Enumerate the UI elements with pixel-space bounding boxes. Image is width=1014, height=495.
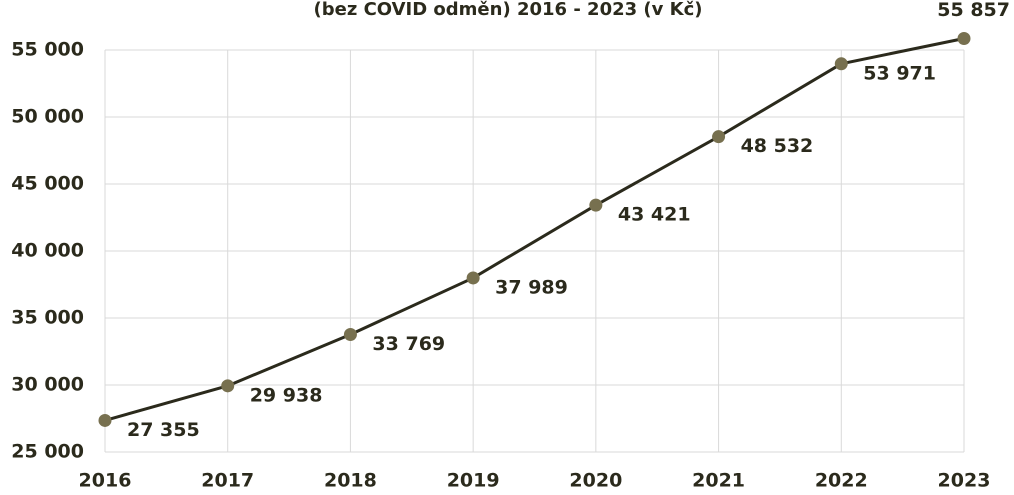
marker	[589, 198, 603, 212]
data-label: 37 989	[495, 276, 568, 298]
x-tick-label: 2022	[815, 470, 868, 492]
data-label: 29 938	[250, 384, 323, 406]
data-label: 48 532	[741, 135, 814, 157]
marker	[343, 327, 357, 341]
line	[104, 37, 965, 422]
marker	[712, 130, 726, 144]
marker	[221, 379, 235, 393]
data-label: 27 355	[127, 419, 200, 441]
x-tick-label: 2021	[692, 470, 745, 492]
data-label: 53 971	[863, 62, 936, 84]
y-tick-label: 35 000	[11, 307, 84, 329]
marker	[834, 57, 848, 71]
data-label: 33 769	[372, 333, 445, 355]
x-tick-label: 2018	[324, 470, 377, 492]
y-tick-label: 40 000	[11, 240, 84, 262]
x-tick-label: 2019	[447, 470, 500, 492]
marker	[957, 32, 971, 46]
x-tick-label: 2020	[569, 470, 622, 492]
y-tick-label: 45 000	[11, 173, 84, 195]
x-tick-label: 2017	[201, 470, 254, 492]
data-label: 43 421	[618, 204, 691, 226]
y-tick-label: 30 000	[11, 374, 84, 396]
y-tick-label: 55 000	[11, 39, 84, 61]
marker	[98, 413, 112, 427]
y-tick-label: 25 000	[11, 441, 84, 463]
x-tick-label: 2016	[79, 470, 132, 492]
x-tick-label: 2023	[938, 470, 991, 492]
data-label: 55 857	[937, 0, 1010, 21]
y-tick-label: 50 000	[11, 106, 84, 128]
marker	[466, 271, 480, 285]
chart-title: (bez COVID odměn) 2016 - 2023 (v Kč)	[314, 0, 703, 20]
